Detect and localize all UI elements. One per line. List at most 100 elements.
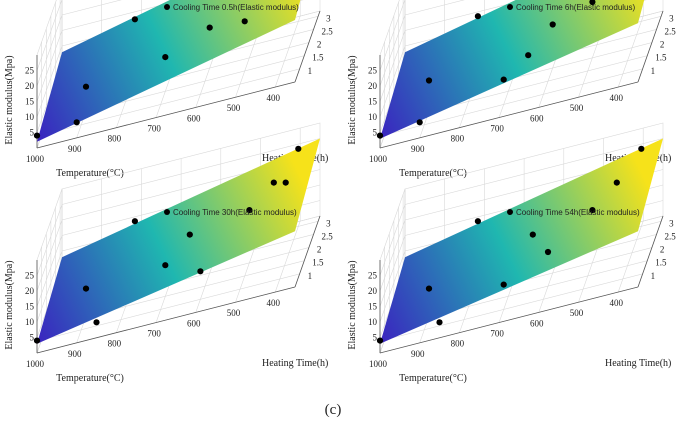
z-tick-label: 15 [25,97,35,107]
z-tick-label: 5 [30,128,35,138]
grid-line-z [36,138,321,276]
subplot-cooling-54h: 1000 900 800 700 600 500 400 1 1.5 22.5 3 5 10 15 20 25… [347,122,677,384]
z-tick-label: 20 [25,286,35,296]
data-point-1 [425,77,433,84]
data-point-2 [93,319,100,326]
data-point-1 [425,285,433,292]
data-point-5 [525,52,532,59]
data-point-9 [638,145,645,152]
z-axis-label: Elastic modulus(Mpa) [347,55,358,144]
y-axis-label: Heating Time(h) [605,358,671,369]
x-axis-line [379,286,639,354]
y-axis-line [637,10,664,83]
data-point-5 [206,24,213,31]
x-tick-label: 900 [411,144,425,154]
data-point-0 [33,132,41,139]
x-tick-label: 700 [147,124,161,134]
z-axis-label: Elastic modulus(Mpa) [347,260,358,349]
y-tick-label: 2 [660,40,665,50]
legend: Cooling Time 0.5h(Elastic modulus) [164,3,299,12]
data-point-0 [376,337,384,344]
x-axis-line [36,81,296,149]
y-tick-label: 1.5 [655,258,667,268]
x-tick-label: 1000 [26,359,45,369]
legend: Cooling Time 6h(Elastic modulus) [507,3,635,12]
data-point-0 [376,132,384,139]
data-point-8 [270,179,277,186]
data-point-4 [500,281,507,288]
data-point-5 [186,231,193,238]
x-tick-label: 1000 [369,359,388,369]
x-tick-label: 400 [609,298,623,308]
data-point-4 [162,262,169,269]
z-tick-label: 15 [368,302,378,312]
legend-marker [507,4,513,10]
z-axis-label: Elastic modulus(Mpa) [4,260,15,349]
y-tick-label: 2 [660,245,665,255]
x-tick-label: 600 [187,113,201,123]
grid-line-z [36,0,63,71]
grid-line-z [379,0,465,87]
z-tick-label: 10 [368,317,378,327]
x-tick-label: 900 [68,349,82,359]
y-tick-label: 2.5 [665,26,677,36]
x-tick-label: 600 [530,113,544,123]
z-tick-label: 5 [373,128,378,138]
z-tick-label: 10 [368,112,378,122]
data-point-10 [295,145,302,152]
y-axis-label: Heating Time(h) [262,358,328,369]
data-point-3 [131,16,138,23]
z-tick-label: 5 [373,333,378,343]
y-tick-label: 3 [326,218,331,228]
legend-marker [164,4,170,10]
grid-line-z [379,0,406,71]
x-axis-line [36,286,296,354]
data-point-2 [416,119,423,126]
axis-lines [379,10,664,149]
y-axis-line [294,215,321,288]
x-tick-label: 500 [570,103,584,113]
y-tick-label: 1 [308,271,313,281]
grid-line-z [36,153,321,292]
fitted-surface [37,0,301,142]
z-tick-label: 20 [25,81,35,91]
x-tick-label: 700 [490,329,504,339]
figure-caption: (c) [325,402,342,418]
grid-line-z [379,153,664,292]
grid-line-z [36,0,122,87]
data-point-5 [529,231,536,238]
x-tick-label: 500 [227,308,241,318]
data-point-0 [33,337,41,344]
y-tick-label: 1 [651,66,656,76]
subplot-cooling-30h: 1000 900 800 700 600 500 400 1 1.5 22.5 3 5 10 15 20 25… [4,122,334,384]
x-tick-label: 400 [266,298,280,308]
z-tick-label: 10 [25,112,35,122]
y-tick-label: 2.5 [665,231,677,241]
legend: Cooling Time 54h(Elastic modulus) [507,208,640,217]
z-tick-label: 20 [368,286,378,296]
x-tick-label: 1000 [369,154,388,164]
data-point-2 [436,319,443,326]
z-tick-label: 20 [368,81,378,91]
y-axis-line [637,215,664,288]
x-tick-label: 800 [451,134,465,144]
legend-marker [507,209,513,215]
data-point-9 [282,179,289,186]
fitted-surface [380,0,645,139]
x-tick-label: 800 [108,134,122,144]
x-tick-label: 900 [68,144,82,154]
z-tick-label: 15 [368,97,378,107]
x-axis-label: Temperature(°C) [399,373,467,384]
x-tick-label: 800 [108,339,122,349]
x-tick-label: 500 [570,308,584,318]
fitted-surface [380,138,663,344]
z-tick-label: 15 [25,302,35,312]
data-point-6 [549,21,556,28]
legend-label: Cooling Time 6h(Elastic modulus) [516,3,635,12]
z-tick-label: 5 [30,333,35,343]
y-tick-label: 1.5 [655,53,667,63]
x-tick-label: 600 [530,318,544,328]
y-tick-label: 2.5 [322,231,334,241]
